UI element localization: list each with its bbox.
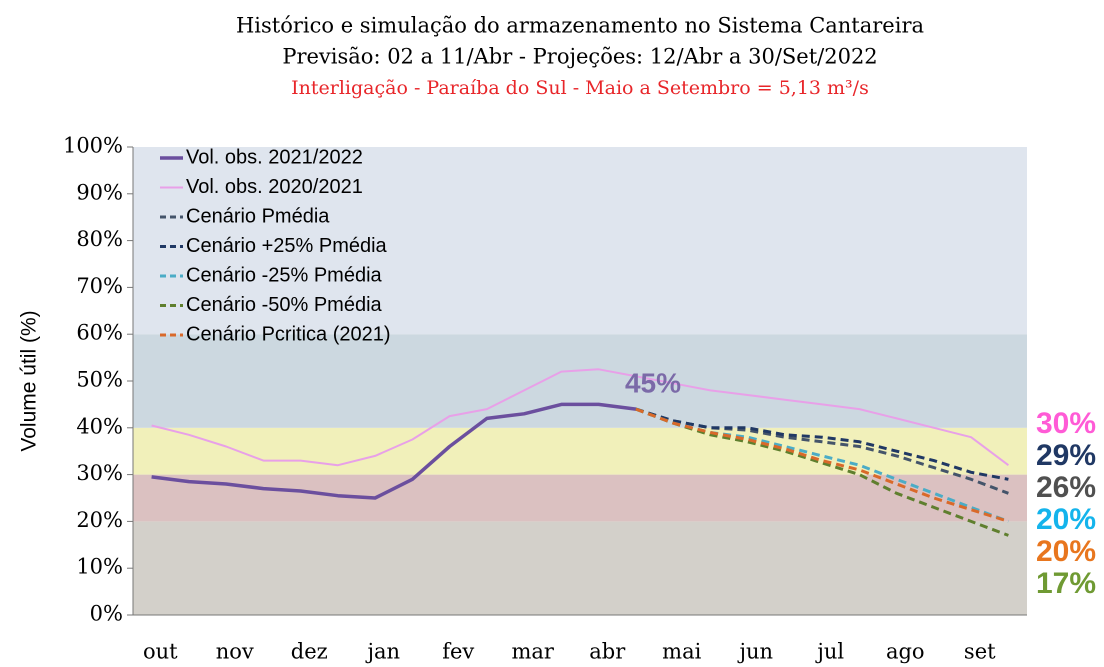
legend-label: Cenário -50% Pmédia	[186, 294, 383, 316]
y-tick-label: 70%	[76, 274, 123, 298]
chart-note: Interligação - Paraíba do Sul - Maio a S…	[291, 77, 869, 99]
x-tick-label: abr	[589, 640, 626, 664]
x-tick-label: dez	[291, 640, 328, 664]
zone-band	[133, 147, 1027, 335]
series-line	[151, 368, 1010, 467]
end-label: 26%	[1036, 471, 1096, 504]
zone-band	[133, 334, 1027, 428]
y-tick-label: 40%	[76, 414, 123, 438]
zone-band	[133, 427, 1027, 475]
series-line	[635, 407, 1009, 495]
x-tick-label: ago	[886, 640, 925, 664]
y-tick-label: 90%	[76, 180, 123, 204]
legend-label: Cenário Pmédia	[186, 205, 330, 227]
legend-label: Cenário +25% Pmédia	[186, 235, 388, 257]
x-tick-label: jan	[364, 640, 400, 664]
end-label: 20%	[1036, 503, 1096, 536]
y-tick-label: 0%	[90, 602, 123, 626]
zone-band	[133, 521, 1027, 615]
end-label: 30%	[1036, 407, 1096, 440]
series-line	[635, 407, 1009, 523]
y-tick-label: 100%	[63, 134, 123, 158]
legend-label: Cenário Pcritica (2021)	[186, 323, 391, 345]
y-axis-label: Volume útil (%)	[18, 310, 41, 451]
end-label: 20%	[1036, 535, 1096, 568]
chart-subtitle: Previsão: 02 a 11/Abr - Projeções: 12/Ab…	[282, 45, 877, 69]
y-tick-label: 10%	[76, 555, 123, 579]
y-tick-label: 20%	[76, 508, 123, 532]
series-line	[151, 402, 637, 500]
legend-label: Vol. obs. 2020/2021	[186, 176, 363, 198]
legend-label: Cenário -25% Pmédia	[186, 264, 383, 286]
y-tick-label: 80%	[76, 227, 123, 251]
y-tick-label: 30%	[76, 461, 123, 485]
x-tick-label: mar	[512, 640, 555, 664]
end-label: 17%	[1036, 567, 1096, 600]
x-tick-label: out	[143, 640, 178, 664]
x-tick-label: nov	[216, 640, 254, 664]
y-tick-label: 50%	[76, 368, 123, 392]
y-tick-label: 60%	[76, 321, 123, 345]
x-tick-label: jul	[814, 640, 844, 664]
x-tick-label: jun	[736, 640, 773, 664]
annotation: 45%	[625, 367, 681, 398]
x-tick-label: fev	[442, 640, 474, 664]
x-tick-label: mai	[662, 640, 701, 664]
x-tick-label: set	[964, 640, 996, 664]
chart-title: Histórico e simulação do armazenamento n…	[236, 14, 924, 38]
series-line	[635, 407, 1009, 481]
legend-label: Vol. obs. 2021/2022	[186, 146, 363, 168]
end-label: 29%	[1036, 439, 1096, 472]
